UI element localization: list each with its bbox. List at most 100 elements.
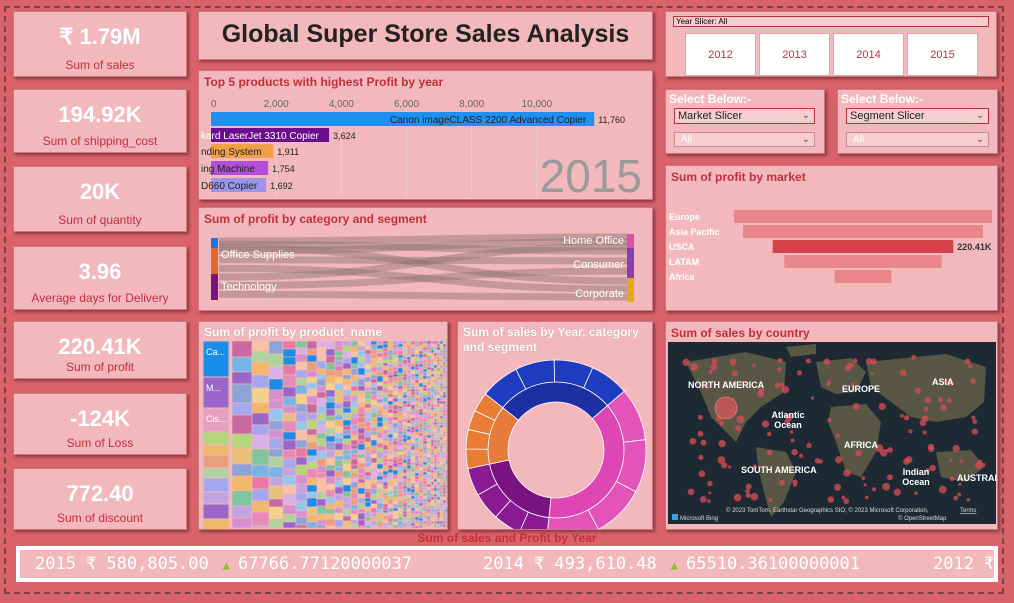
treemap-tile[interactable] [418,376,424,381]
treemap-tile[interactable] [382,429,389,435]
treemap-tile[interactable] [376,451,384,459]
treemap-tile[interactable] [410,350,416,355]
treemap-tile[interactable] [445,493,448,498]
treemap-tile[interactable] [387,494,394,500]
treemap-tile[interactable] [251,476,270,490]
treemap-tile[interactable] [442,517,447,522]
treemap-tile[interactable] [433,367,438,372]
treemap-tile[interactable] [436,427,441,432]
treemap-tile[interactable] [439,514,444,519]
map-bubble[interactable] [852,403,860,410]
map-bubble[interactable] [818,459,823,464]
treemap-tile[interactable] [433,487,438,492]
treemap-tile[interactable] [392,427,399,434]
bar[interactable] [211,178,267,192]
treemap-tile[interactable] [418,457,424,462]
treemap-tile[interactable] [433,412,438,417]
treemap-tile[interactable] [402,366,408,372]
treemap-tile[interactable] [334,365,344,372]
treemap-tile[interactable] [422,458,428,463]
treemap-tile[interactable] [282,340,297,350]
treemap-tile[interactable] [382,488,389,494]
treemap-tile[interactable] [402,481,408,487]
treemap-tile[interactable] [433,388,438,393]
treemap-tile[interactable] [392,340,399,346]
treemap-tile[interactable] [433,400,438,405]
treemap-tile[interactable] [436,502,441,507]
treemap-tile[interactable] [392,514,399,520]
treemap-tile[interactable] [436,430,441,435]
treemap-tile[interactable] [414,513,420,518]
treemap-tile[interactable] [342,345,352,353]
treemap-tile[interactable] [350,390,359,397]
treemap-tile[interactable] [251,500,270,513]
treemap-tile[interactable] [364,524,372,529]
treemap-tile[interactable] [414,340,420,345]
treemap-tile[interactable] [439,385,444,390]
treemap-tile[interactable] [402,488,408,494]
treemap-tile[interactable] [418,492,424,497]
treemap-tile[interactable] [433,451,438,456]
treemap-tile[interactable] [382,416,389,423]
treemap-tile[interactable] [370,430,378,436]
treemap-tile[interactable] [430,397,435,402]
map-bubble[interactable] [968,364,973,369]
treemap-tile[interactable] [426,415,432,420]
treemap-tile[interactable] [422,378,428,383]
treemap-tile[interactable] [350,356,359,365]
treemap-tile[interactable] [392,503,399,509]
treemap-tile[interactable] [406,340,412,346]
treemap-tile[interactable] [370,488,378,495]
treemap-tile[interactable] [231,371,253,385]
treemap-tile[interactable] [442,511,447,516]
treemap-tile[interactable] [439,340,444,345]
treemap-tile[interactable] [433,349,438,354]
treemap-tile[interactable] [410,344,416,349]
map-bubble[interactable] [972,419,978,424]
treemap-tile[interactable] [397,350,404,356]
treemap-tile[interactable] [436,382,441,387]
treemap-tile[interactable] [231,447,253,465]
treemap-tile[interactable] [334,383,344,391]
treemap-tile[interactable] [306,468,318,479]
treemap-tile[interactable] [251,402,270,414]
map-bubble[interactable] [899,369,907,376]
treemap-tile[interactable] [422,492,428,497]
treemap-tile[interactable] [445,466,448,471]
treemap-tile[interactable] [410,404,416,410]
treemap-tile[interactable] [231,517,253,529]
treemap-tile[interactable] [436,370,441,375]
treemap-tile[interactable] [350,472,359,479]
treemap-tile[interactable] [442,376,447,381]
treemap-tile[interactable] [422,449,428,454]
treemap-tile[interactable] [430,346,435,351]
treemap-tile[interactable] [392,469,399,476]
treemap-tile[interactable] [439,463,444,468]
treemap-tile[interactable] [445,340,448,345]
treemap-tile[interactable] [426,489,432,494]
treemap-tile[interactable] [364,455,372,463]
treemap-tile[interactable] [202,518,230,530]
treemap-tile[interactable] [418,429,424,434]
treemap-tile[interactable] [442,526,447,529]
map-bubble[interactable] [697,430,704,437]
treemap-tile[interactable] [397,441,404,447]
treemap-tile[interactable] [402,522,408,528]
treemap-tile[interactable] [392,482,399,487]
map-bubble[interactable] [947,398,952,403]
treemap-tile[interactable] [406,497,412,502]
treemap-tile[interactable] [414,431,420,436]
treemap-tile[interactable] [418,466,424,472]
treemap-tile[interactable] [406,445,412,450]
treemap-tile[interactable] [382,374,389,379]
treemap-tile[interactable] [382,401,389,406]
treemap-tile[interactable] [445,436,448,441]
treemap-tile[interactable] [350,439,359,446]
treemap-tile[interactable] [430,385,435,390]
treemap-tile[interactable] [382,425,389,431]
treemap-tile[interactable] [357,462,366,469]
treemap-tile[interactable] [334,486,344,495]
map-bubble[interactable] [929,464,936,472]
treemap-tile[interactable] [439,358,444,363]
treemap-tile[interactable] [410,519,416,524]
